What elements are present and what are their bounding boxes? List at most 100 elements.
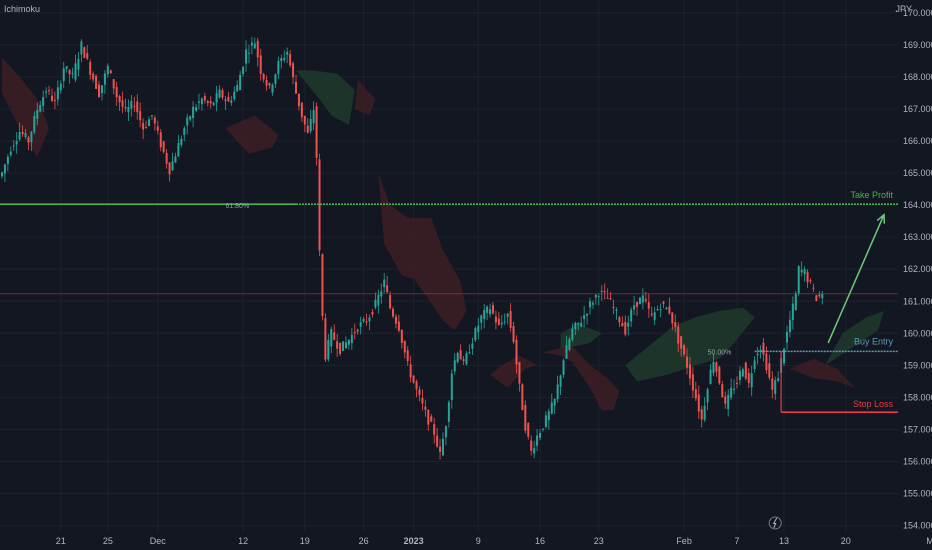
candle[interactable] [574,322,577,330]
candle[interactable] [733,388,736,390]
candle[interactable] [421,397,424,404]
candle[interactable] [594,294,597,298]
candle[interactable] [148,119,150,127]
candle[interactable] [315,106,318,158]
candle[interactable] [521,384,524,411]
candle[interactable] [562,360,565,375]
candle[interactable] [177,143,180,157]
candle[interactable] [442,438,444,456]
candle[interactable] [577,322,580,325]
candle[interactable] [541,428,544,430]
candle[interactable] [265,80,268,86]
candle[interactable] [671,312,674,324]
candle[interactable] [741,369,744,377]
candle[interactable] [636,301,639,307]
candle[interactable] [6,156,9,164]
candle[interactable] [162,141,165,153]
candle[interactable] [292,63,295,78]
candle[interactable] [765,353,768,371]
candle[interactable] [762,342,765,355]
candle[interactable] [386,285,389,293]
candle[interactable] [565,345,568,359]
candle[interactable] [527,422,530,437]
candle[interactable] [744,362,747,379]
candle[interactable] [694,389,697,399]
candle[interactable] [45,91,48,93]
candle[interactable] [439,446,442,452]
candle[interactable] [777,378,780,382]
candle[interactable] [92,73,95,80]
candle[interactable] [750,373,753,388]
candle[interactable] [812,287,815,289]
candle[interactable] [539,432,542,438]
candle[interactable] [109,70,112,74]
candle[interactable] [389,295,392,309]
candle[interactable] [297,93,300,107]
candle[interactable] [142,122,145,130]
candle[interactable] [324,318,327,360]
candle[interactable] [283,57,286,61]
candle[interactable] [333,332,336,340]
candle[interactable] [209,101,212,104]
candle[interactable] [815,295,818,301]
candle[interactable] [215,93,218,103]
candle[interactable] [459,350,462,360]
candle[interactable] [406,350,409,361]
candle[interactable] [727,394,730,410]
candle[interactable] [718,366,721,384]
candles[interactable] [1,36,824,460]
candle[interactable] [124,107,127,109]
candle[interactable] [397,321,400,331]
candle[interactable] [683,345,686,355]
candle[interactable] [86,53,89,59]
candle[interactable] [603,291,606,293]
candle[interactable] [1,172,3,177]
candle[interactable] [621,322,624,327]
candle[interactable] [497,318,500,325]
candle[interactable] [368,317,371,322]
candle[interactable] [768,363,771,378]
candle[interactable] [277,61,280,74]
price-axis[interactable]: 154.000 155.000 156.000 157.000 158.000 159.0… [898,0,932,550]
candle[interactable] [806,271,809,283]
candle[interactable] [280,58,283,62]
candle[interactable] [156,126,159,131]
candle[interactable] [262,74,265,80]
candle[interactable] [586,313,589,316]
candle[interactable] [80,41,83,55]
candle[interactable] [818,294,821,297]
candle[interactable] [730,387,733,398]
candle[interactable] [524,404,527,431]
time-axis[interactable]: 21 25 Dec 12 19 26 2023 9 16 23 Feb 7 13 20 Mar [56,516,932,546]
candle[interactable] [688,364,691,379]
candle[interactable] [627,322,630,327]
candle[interactable] [753,360,756,369]
candle[interactable] [644,299,647,301]
candle[interactable] [486,306,489,313]
candle[interactable] [218,89,221,98]
candle[interactable] [183,128,186,136]
candle[interactable] [159,132,162,148]
candle[interactable] [259,55,262,74]
candle[interactable] [700,409,703,420]
candle[interactable] [589,301,591,308]
candle[interactable] [327,339,330,360]
candle[interactable] [189,116,192,120]
candle[interactable] [686,356,689,368]
candle[interactable] [509,311,512,328]
candle[interactable] [127,107,130,113]
candle[interactable] [580,322,583,327]
candle[interactable] [206,101,209,103]
candle[interactable] [295,81,297,94]
candle[interactable] [168,162,171,175]
candle[interactable] [447,402,450,422]
candle[interactable] [139,111,142,121]
candle[interactable] [609,298,612,300]
candle[interactable] [15,141,18,145]
candle[interactable] [306,125,309,133]
candle[interactable] [400,329,403,343]
candle[interactable] [418,389,421,395]
candle[interactable] [456,352,459,363]
candle[interactable] [180,138,183,146]
candle[interactable] [39,105,42,112]
